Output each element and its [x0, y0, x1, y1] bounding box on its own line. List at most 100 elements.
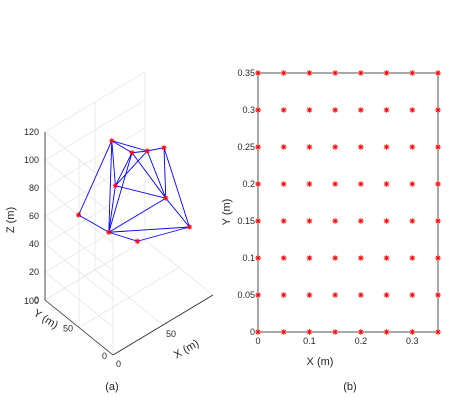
grid-points — [255, 70, 441, 335]
node-point — [134, 238, 140, 244]
grid-point — [332, 181, 338, 187]
z-tick-label: 0 — [34, 295, 39, 305]
grid-point — [383, 181, 390, 187]
y-tick-label: 100 — [24, 296, 39, 306]
grid-point — [306, 107, 313, 113]
node-point — [109, 138, 115, 144]
z-tick-label: 80 — [29, 183, 39, 193]
mesh-edge — [114, 152, 133, 186]
y-tick-label: 50 — [63, 324, 73, 334]
grid-point — [409, 70, 416, 76]
grid-point — [358, 70, 364, 76]
node-point — [129, 150, 135, 156]
grid-point — [435, 218, 441, 224]
grid-point — [280, 255, 287, 261]
x-axis-line — [112, 294, 214, 356]
mesh-edge — [108, 140, 113, 233]
3d-axes — [44, 132, 214, 356]
grid-point — [332, 107, 338, 113]
grid-point — [255, 107, 261, 113]
grid-point — [306, 218, 313, 224]
grid-point — [280, 70, 287, 76]
mesh-edge — [115, 150, 148, 187]
y-tick-label: 0.25 — [237, 142, 255, 152]
grid-point — [306, 292, 313, 298]
grid-point — [409, 218, 416, 224]
mesh-edge — [111, 140, 116, 186]
grid-point — [280, 181, 287, 187]
grid-point — [255, 144, 261, 150]
grid-point — [409, 292, 416, 298]
grid-point — [255, 292, 261, 298]
node-point — [161, 145, 167, 151]
grid-point — [255, 218, 261, 224]
grid-point — [280, 292, 287, 298]
grid-point — [435, 70, 441, 76]
mesh-edge — [146, 150, 167, 199]
grid-point — [435, 144, 441, 150]
grid-point — [435, 292, 441, 298]
mesh-edge — [131, 152, 167, 199]
grid-point — [358, 144, 364, 150]
grid-point — [280, 107, 287, 113]
x-tick-label: 0.3 — [406, 336, 419, 346]
x-tick-label: 0 — [116, 359, 121, 369]
mesh-edge — [147, 147, 165, 152]
grid-point — [255, 181, 261, 187]
grid-point — [409, 107, 416, 113]
x-axis-label-b: X (m) — [307, 356, 334, 368]
y-tick-label: 0.1 — [242, 253, 255, 263]
grid-point — [306, 329, 313, 335]
z-tick-label: 20 — [29, 267, 39, 277]
node-points — [76, 138, 192, 244]
grid-point — [306, 70, 313, 76]
grid-point — [409, 329, 416, 335]
y-tick-label: 0 — [102, 351, 107, 361]
subplot-b: 0 0.05 0.1 0.15 0.2 0.25 0.3 0.35 0 0.1 0.2 0.3 Y (… — [221, 68, 441, 393]
x-tick-label: 0 — [255, 336, 260, 346]
grid-point — [435, 107, 441, 113]
grid-point — [332, 255, 338, 261]
node-point — [76, 212, 82, 218]
grid-point — [435, 181, 441, 187]
mesh-edge — [108, 185, 116, 233]
x-axis-label: X (m) — [172, 337, 201, 361]
grid-point — [358, 218, 364, 224]
z-tick-label: 60 — [29, 211, 39, 221]
grid-point — [383, 144, 390, 150]
y-tick-label: 0.3 — [242, 105, 255, 115]
grid-point — [332, 329, 338, 335]
node-point — [163, 195, 169, 201]
grid-point — [358, 255, 364, 261]
grid-point — [280, 144, 287, 150]
grid-point — [383, 218, 390, 224]
y-tick-label: 0.2 — [242, 179, 255, 189]
grid-point — [255, 255, 261, 261]
mesh-edge — [137, 226, 190, 242]
mesh-edge — [163, 147, 167, 199]
x-tick-label: 0.2 — [355, 336, 368, 346]
node-point — [112, 183, 118, 189]
mesh-edge — [111, 140, 148, 152]
grid-point — [383, 70, 390, 76]
z-tick-label: 100 — [24, 155, 39, 165]
grid-point — [280, 329, 287, 335]
y-tick-label: 0.15 — [237, 216, 255, 226]
plot-area-b — [257, 72, 439, 333]
mesh-edge — [108, 231, 138, 242]
mesh-edges — [78, 140, 190, 242]
3d-grid — [44, 71, 214, 356]
z-tick-label: 40 — [29, 239, 39, 249]
grid-point — [332, 70, 338, 76]
grid-point — [255, 329, 261, 335]
grid-point — [255, 70, 261, 76]
mesh-edge — [115, 185, 166, 199]
grid-point — [332, 144, 338, 150]
y-axis-label-b: Y (m) — [221, 199, 233, 226]
z-tick-label: 120 — [24, 127, 39, 137]
grid-point — [358, 292, 364, 298]
grid-point — [409, 181, 416, 187]
